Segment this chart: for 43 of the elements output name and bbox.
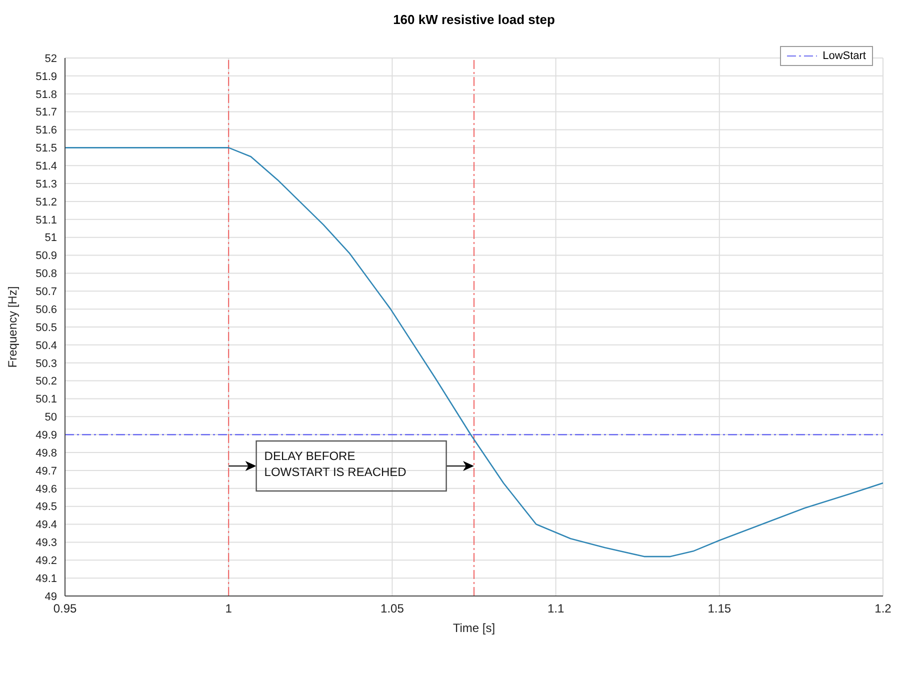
y-tick-label: 49.7 (36, 465, 57, 478)
x-tick-label: 0.95 (53, 602, 77, 616)
y-tick-label: 51.9 (36, 70, 57, 83)
y-tick-label: 50.8 (36, 268, 57, 280)
y-tick-label: 50.6 (36, 304, 57, 316)
y-tick-label: 50.3 (36, 358, 57, 370)
y-tick-label: 52 (44, 52, 57, 65)
y-tick-label: 50.1 (36, 394, 57, 406)
y-tick-label: 50.7 (36, 286, 57, 298)
y-tick-label: 49.1 (36, 572, 57, 585)
y-tick-label: 51.2 (36, 196, 57, 208)
y-tick-label: 50.5 (36, 322, 57, 334)
y-tick-label: 50.4 (36, 340, 57, 352)
y-tick-label: 51.3 (36, 178, 57, 190)
x-tick-label: 1.05 (380, 602, 404, 616)
y-tick-label: 49.2 (36, 555, 57, 568)
annotation: DELAY BEFORE LOWSTART IS REACHED (264, 448, 407, 479)
y-tick-label: 50 (44, 412, 57, 424)
legend-label: LowStart (822, 50, 866, 62)
y-tick-label: 49.4 (36, 519, 57, 532)
y-tick-label: 49.9 (36, 430, 57, 442)
y-tick-label: 49 (44, 590, 57, 603)
line-series (65, 147, 883, 558)
x-tick-label: 1.2 (874, 602, 892, 616)
y-tick-label: 51.5 (36, 142, 57, 155)
chart-title: 160 kW resistive load step (392, 12, 556, 27)
y-tick-label: 51.6 (36, 124, 57, 137)
x-tick-label: 1.15 (708, 602, 732, 616)
y-tick-label: 49.8 (36, 447, 57, 460)
y-tick-label: 51.8 (36, 88, 57, 101)
y-tick-label: 51.4 (36, 160, 57, 173)
y-tick-label: 49.5 (36, 501, 57, 514)
y-tick-label: 50.2 (36, 376, 57, 388)
y-tick-label: 51 (44, 232, 57, 244)
y-tick-label: 49.6 (36, 483, 57, 496)
y-tick-label: 50.9 (36, 250, 57, 262)
y-axis-title: Frequency [Hz] (5, 286, 20, 368)
x-axis-title: Time [s] (452, 621, 496, 635)
x-tick-label: 1 (225, 602, 232, 616)
y-tick-label: 51.7 (36, 106, 57, 119)
y-tick-label: 51.1 (36, 214, 57, 226)
y-tick-label: 49.3 (36, 537, 57, 550)
x-tick-label: 1.1 (547, 602, 564, 616)
